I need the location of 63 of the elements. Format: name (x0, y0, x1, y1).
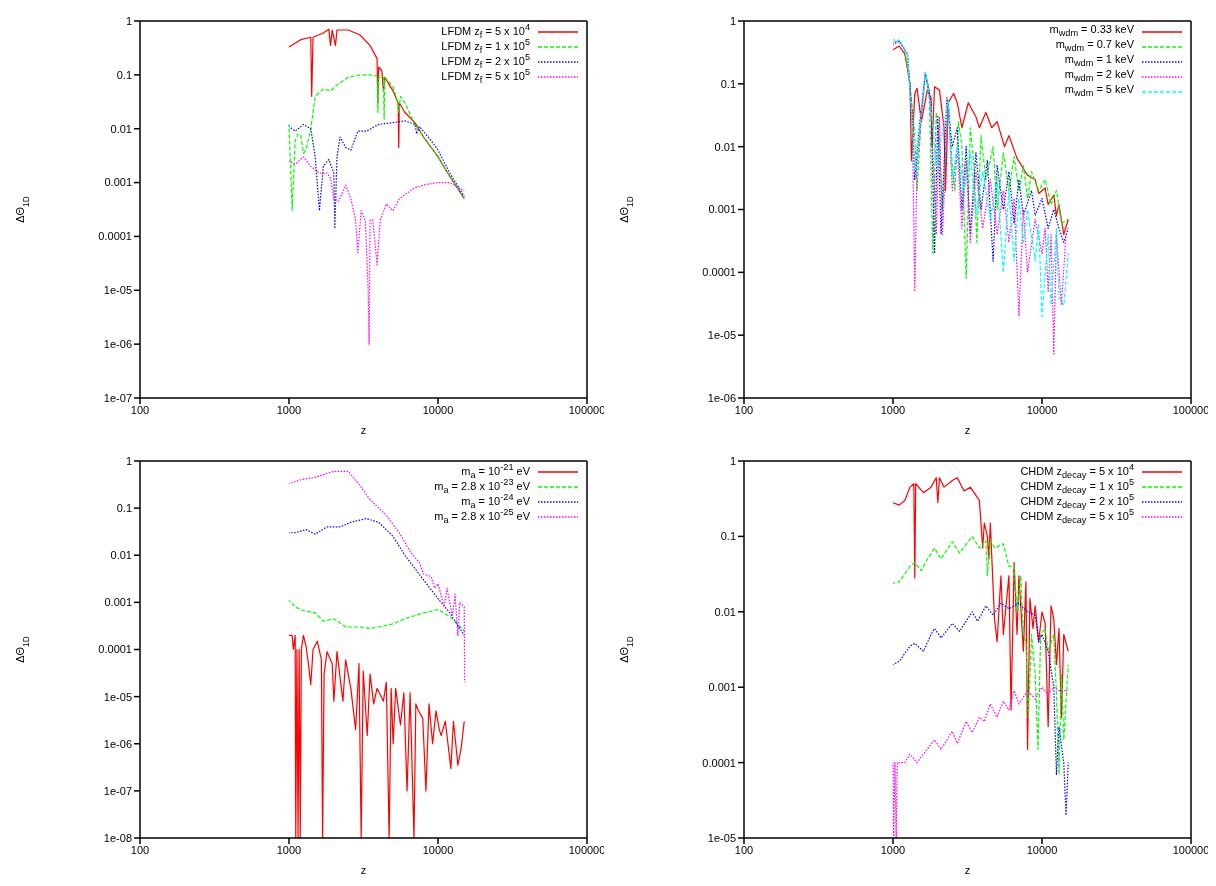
x-tick-label: 100000 (1172, 843, 1210, 856)
y-tick-label: 1e-05 (103, 690, 132, 703)
y-tick-label: 0.1 (720, 530, 736, 543)
x-tick-label: 100 (130, 403, 150, 416)
x-tick-label: 10000 (1026, 403, 1058, 416)
legend-label: LFDM z$_{f}$ = 2 x 10$^{5}$ (441, 52, 530, 70)
x-tick-label: 100 (130, 843, 150, 856)
x-tick-label: 100 (734, 403, 754, 416)
y-tick-label: 0.1 (116, 68, 132, 81)
legend-label: m$_{a}$ = 10$^{-24}$ eV (461, 492, 530, 510)
y-tick-label: 1e-05 (707, 831, 736, 844)
x-tick-label: 100000 (568, 403, 606, 416)
y-tick-label: 0.001 (708, 681, 736, 694)
legend-label: m$_{wdm}$ = 1 keV (1064, 52, 1134, 70)
y-tick-label: 0.001 (104, 596, 132, 609)
x-axis-title: z (964, 424, 971, 436)
y-tick-label: 1 (125, 14, 132, 27)
y-tick-label: 1 (125, 454, 132, 467)
x-tick-label: 10000 (422, 403, 454, 416)
y-tick-label: 0.01 (714, 140, 736, 153)
y-tick-label: 0.0001 (98, 643, 132, 656)
legend-label: m$_{a}$ = 10$^{-21}$ eV (461, 462, 530, 480)
legend-label: LFDM z$_{f}$ = 1 x 10$^{5}$ (441, 37, 530, 55)
y-tick-label: 1 (729, 454, 736, 467)
y-tick-label: 0.0001 (702, 266, 736, 279)
y-tick-label: 1 (729, 14, 736, 27)
y-tick-label: 1e-07 (103, 784, 132, 797)
y-tick-label: 0.01 (110, 122, 132, 135)
y-tick-label: 1e-05 (707, 329, 736, 342)
x-tick-label: 100 (734, 843, 754, 856)
legend-label: m$_{wdm}$ = 0.33 keV (1049, 22, 1134, 40)
y-tick-label: 1e-06 (103, 737, 132, 750)
y-tick-label: 1e-05 (103, 284, 132, 297)
y-tick-label: 1e-08 (103, 831, 132, 844)
legend-label: m$_{wdm}$ = 0.7 keV (1055, 37, 1134, 55)
x-tick-label: 1000 (880, 403, 906, 416)
y-tick-label: 0.01 (110, 549, 132, 562)
x-tick-label: 10000 (422, 843, 454, 856)
y-tick-label: 1e-06 (707, 391, 736, 404)
legend-label: m$_{a}$ = 2.8 x 10$^{-23}$ eV (434, 477, 530, 495)
x-tick-label: 100000 (568, 843, 606, 856)
y-tick-label: 1e-07 (103, 391, 132, 404)
x-tick-label: 100000 (1172, 403, 1210, 416)
legend-label: m$_{wdm}$ = 2 keV (1064, 67, 1134, 85)
x-tick-label: 10000 (1026, 843, 1058, 856)
x-tick-label: 1000 (880, 843, 906, 856)
y-tick-label: 0.001 (708, 203, 736, 216)
x-tick-label: 1000 (276, 843, 302, 856)
legend-label: m$_{wdm}$ = 5 keV (1064, 82, 1134, 100)
y-tick-label: 0.01 (714, 605, 736, 618)
y-tick-label: 0.0001 (702, 756, 736, 769)
y-tick-label: 0.1 (720, 77, 736, 90)
x-axis-title: z (360, 424, 367, 436)
y-tick-label: 0.001 (104, 176, 132, 189)
legend-label: m$_{a}$ = 2.8 x 10$^{-25}$ eV (434, 507, 530, 526)
y-tick-label: 1e-06 (103, 338, 132, 351)
legend-label: LFDM z$_{f}$ = 5 x 10$^{5}$ (441, 67, 530, 86)
y-tick-label: 0.1 (116, 502, 132, 515)
x-tick-label: 1000 (276, 403, 302, 416)
y-tick-label: 0.0001 (98, 230, 132, 243)
legend-label: LFDM z$_{f}$ = 5 x 10$^{4}$ (441, 22, 530, 40)
x-axis-title: z (964, 864, 971, 876)
x-axis-title: z (360, 864, 367, 876)
